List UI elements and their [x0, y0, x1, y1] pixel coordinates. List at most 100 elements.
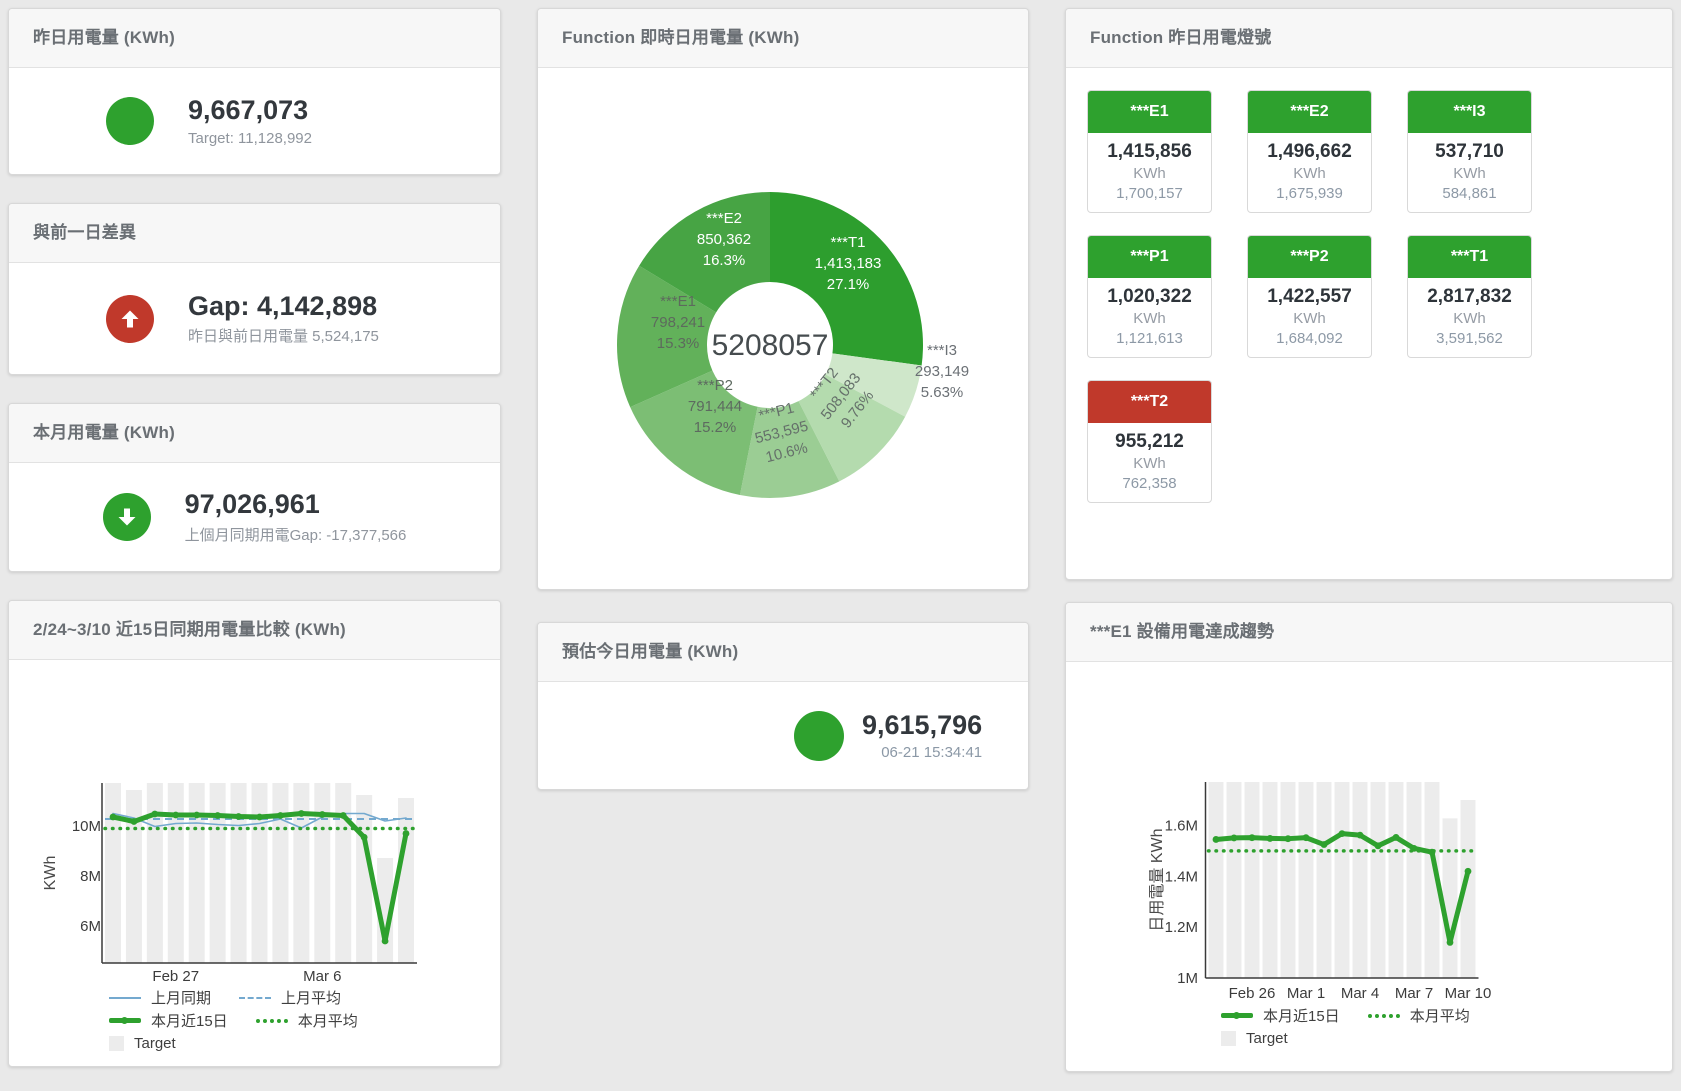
light-tile[interactable]: ***E1 1,415,856 KWh 1,700,157: [1087, 90, 1212, 213]
card-compare-chart: 2/24~3/10 近15日同期用電量比較 (KWh) 6M 8M 10M Feb 2…: [8, 600, 501, 1067]
svg-text:Feb 26: Feb 26: [1229, 985, 1276, 1002]
card-prev-day-gap-header: 與前一日差異: [9, 204, 500, 263]
kpi-text-block: 97,026,961 上個月同期用電Gap: -17,377,566: [185, 489, 407, 544]
light-tile-target: 3,591,562: [1436, 330, 1503, 347]
month-usage-value: 97,026,961: [184, 489, 320, 520]
card-prev-day-gap: 與前一日差異 Gap: 4,142,898 昨日與前日用電量 5,524,175: [8, 203, 501, 375]
e1trend-legend: 本月近15日 本月平均 Target: [1221, 1004, 1498, 1050]
svg-text:Mar 6: Mar 6: [303, 968, 341, 985]
legend-label: 上月平均: [281, 990, 342, 1007]
donut-slice-P2: [630, 370, 758, 496]
donut-svg: ***T1 1,413,183 27.1%***I3 293,149 5.63%***T…: [617, 192, 969, 498]
light-tile[interactable]: ***I3 537,710 KWh 584,861: [1407, 90, 1532, 213]
legend-square-swatch-icon: [109, 1036, 124, 1051]
green-circle-icon: [106, 97, 154, 145]
light-tile-value: 1,422,557: [1267, 286, 1352, 307]
card-estimate-today-header: 預估今日用電量 (KWh): [538, 623, 1028, 682]
card-function-lights: Function 昨日用電燈號 ***E1 1,415,856 KWh 1,70…: [1065, 8, 1673, 580]
svg-text:6M: 6M: [80, 918, 101, 935]
donut-slice-P1: [739, 401, 840, 498]
green-circle-icon: [794, 710, 844, 761]
legend-square-swatch-icon: [1221, 1031, 1236, 1046]
donut-label-P2: ***P2 791,444 15.2%: [688, 377, 742, 436]
compare-legend: 上月同期 上月平均 本月近15日 本月平均 Target: [109, 986, 386, 1055]
legend-dash-swatch-icon: [239, 996, 272, 999]
svg-text:Mar 4: Mar 4: [1341, 985, 1379, 1002]
card-function-donut: Function 即時日用電量 (KWh) ***T1 1,413,183 27.1…: [537, 8, 1029, 590]
card-e1-trend-chart: ***E1 設備用電達成趨勢 1M 1.2M 1.4M 1.6M Feb 26 Mar 1…: [1065, 602, 1673, 1072]
card-prev-day-gap-title: 與前一日差異: [33, 223, 137, 242]
e1trend-svg: 1M 1.2M 1.4M 1.6M Feb 26 Mar 1 Mar 4 Mar 7 Mar 1…: [1149, 782, 1492, 1002]
card-month-usage-body: 97,026,961 上個月同期用電Gap: -17,377,566: [9, 463, 500, 571]
legend-item: Target: [109, 1035, 176, 1052]
legend-dot-swatch-icon: [255, 1018, 288, 1023]
svg-text:1M: 1M: [1177, 970, 1198, 987]
donut-label-E2: ***E2 850,362 16.3%: [697, 210, 751, 269]
svg-text:1.2M: 1.2M: [1165, 919, 1198, 936]
lights-grid: ***E1 1,415,856 KWh 1,700,157 ***E2 1,49…: [1066, 68, 1672, 503]
light-tile-name: ***P1: [1088, 236, 1211, 278]
light-tile-target: 1,684,092: [1276, 330, 1343, 347]
yesterday-usage-target: Target: 11,128,992: [188, 129, 312, 147]
legend-item: 本月平均: [1367, 1005, 1470, 1026]
card-function-lights-title: Function 昨日用電燈號: [1090, 28, 1272, 47]
card-yesterday-usage: 昨日用電量 (KWh) 9,667,073 Target: 11,128,992: [8, 8, 501, 175]
estimate-today-value: 9,615,796: [862, 709, 983, 740]
card-function-donut-header: Function 即時日用電量 (KWh): [538, 9, 1028, 68]
yesterday-usage-value: 9,667,073: [188, 95, 309, 126]
card-estimate-today: 預估今日用電量 (KWh) 9,615,796 06-21 15:34:41: [537, 622, 1029, 790]
legend-label: 本月近15日: [1263, 1008, 1340, 1025]
donut-center-total: 5208057: [712, 329, 829, 362]
light-tile[interactable]: ***T1 2,817,832 KWh 3,591,562: [1407, 235, 1532, 358]
legend-item: 本月平均: [255, 1010, 358, 1031]
light-tile-unit: KWh: [1133, 310, 1166, 327]
kpi-text-block: Gap: 4,142,898 昨日與前日用電量 5,524,175: [188, 291, 403, 346]
donut-label-E1: ***E1 798,241 15.3%: [651, 293, 705, 352]
light-tile-target: 762,358: [1122, 475, 1177, 492]
legend-item: 本月近15日: [1221, 1005, 1340, 1026]
light-tile[interactable]: ***P1 1,020,322 KWh 1,121,613: [1087, 235, 1212, 358]
donut-slice-T1: [770, 192, 923, 366]
card-compare-chart-title: 2/24~3/10 近15日同期用電量比較 (KWh): [33, 620, 346, 639]
legend-item: 上月平均: [239, 987, 341, 1008]
legend-item: 本月近15日: [109, 1010, 228, 1031]
card-month-usage: 本月用電量 (KWh) 97,026,961 上個月同期用電Gap: -17,3…: [8, 403, 501, 572]
svg-text:Feb 27: Feb 27: [152, 968, 199, 985]
card-compare-chart-header: 2/24~3/10 近15日同期用電量比較 (KWh): [9, 601, 500, 660]
light-tile-target: 1,700,157: [1116, 185, 1183, 202]
light-tile[interactable]: ***E2 1,496,662 KWh 1,675,939: [1247, 90, 1372, 213]
compare-ylabel: KWh: [42, 856, 59, 891]
card-prev-day-gap-body: Gap: 4,142,898 昨日與前日用電量 5,524,175: [9, 263, 500, 374]
svg-text:8M: 8M: [80, 868, 101, 885]
legend-label: Target: [1246, 1030, 1288, 1047]
legend-thick-swatch-icon: [109, 1017, 141, 1024]
card-yesterday-title: 昨日用電量 (KWh): [33, 28, 175, 47]
donut-label-I3: ***I3 293,149 5.63%: [915, 342, 969, 401]
light-tile[interactable]: ***P2 1,422,557 KWh 1,684,092: [1247, 235, 1372, 358]
donut-slice-E2: [639, 192, 770, 313]
light-tile-value: 1,020,322: [1107, 286, 1192, 307]
donut-chart-plot: ***T1 1,413,183 27.1% ***I3 293,149 5.63% ***T…: [538, 68, 1028, 589]
light-tile-value: 955,212: [1115, 431, 1184, 452]
legend-label: 本月平均: [297, 1013, 358, 1030]
svg-text:Mar 10: Mar 10: [1445, 985, 1492, 1002]
legend-label: 本月近15日: [151, 1013, 228, 1030]
compare-svg: 6M 8M 10M Feb 27 Mar 6 KWh: [42, 783, 417, 985]
card-yesterday-body: 9,667,073 Target: 11,128,992: [9, 68, 500, 174]
card-function-donut-title: Function 即時日用電量 (KWh): [562, 28, 800, 47]
prev-day-gap-value: Gap: 4,142,898: [188, 290, 378, 321]
light-tile[interactable]: ***T2 955,212 KWh 762,358: [1087, 380, 1212, 503]
card-e1-trend-header: ***E1 設備用電達成趨勢: [1066, 603, 1672, 662]
light-tile-value: 1,496,662: [1267, 141, 1352, 162]
light-tile-target: 1,675,939: [1276, 185, 1343, 202]
light-tile-name: ***T1: [1408, 236, 1531, 278]
light-tile-name: ***P2: [1248, 236, 1371, 278]
card-e1-trend-title: ***E1 設備用電達成趨勢: [1090, 622, 1275, 641]
donut-label-T1: ***T1 1,413,183 27.1%: [815, 234, 882, 293]
light-tile-name: ***E2: [1248, 91, 1371, 133]
svg-text:Mar 7: Mar 7: [1395, 985, 1433, 1002]
light-tile-target: 584,861: [1442, 185, 1497, 202]
donut-slice-T2: [798, 374, 906, 482]
card-estimate-today-title: 預估今日用電量 (KWh): [562, 642, 739, 661]
